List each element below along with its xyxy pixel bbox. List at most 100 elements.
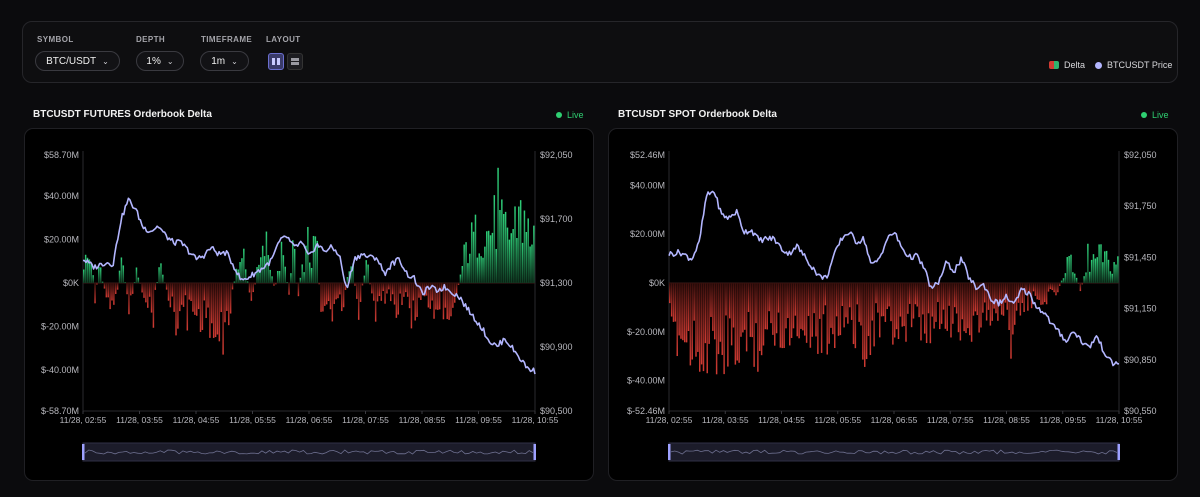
- timeframe-select[interactable]: 1m ⌄: [200, 51, 249, 71]
- delta-bar-negative: [412, 283, 415, 301]
- y-left-tick-label: $20.00M: [44, 234, 79, 244]
- delta-bar-negative: [940, 283, 943, 324]
- delta-bar-negative: [860, 283, 862, 326]
- y-left-tick-label: $0K: [63, 278, 79, 288]
- delta-bar-positive: [309, 262, 311, 283]
- x-tick-label: 11/28, 07:55: [342, 415, 389, 425]
- delta-bar-negative: [963, 283, 965, 332]
- delta-bar-positive: [516, 238, 518, 283]
- delta-bar-negative: [974, 283, 977, 312]
- delta-bar-negative: [435, 283, 437, 310]
- live-dot-icon: [556, 112, 562, 118]
- delta-bar-negative: [886, 283, 888, 310]
- legend-delta: Delta: [1049, 60, 1085, 70]
- delta-bar-negative: [115, 283, 117, 294]
- delta-bar-negative: [403, 283, 405, 297]
- delta-bar-negative: [903, 283, 905, 327]
- delta-bar-negative: [380, 283, 383, 301]
- delta-bar-positive: [1096, 257, 1098, 283]
- delta-bar-negative: [802, 283, 804, 331]
- delta-bar-negative: [126, 283, 128, 295]
- delta-bar-negative: [1025, 283, 1027, 293]
- delta-bar-negative: [952, 283, 954, 324]
- delta-bar-negative: [961, 283, 963, 320]
- y-left-tick-label: $-40.00M: [627, 376, 665, 386]
- delta-bar-negative: [1079, 283, 1082, 292]
- delta-bar-negative: [685, 283, 688, 343]
- delta-bar-negative: [792, 283, 795, 329]
- delta-bar-positive: [1090, 259, 1093, 283]
- delta-bar-positive: [235, 268, 238, 283]
- delta-bar-negative: [393, 283, 396, 305]
- x-tick-label: 11/28, 10:55: [1096, 415, 1143, 425]
- delta-bar-negative: [182, 283, 185, 307]
- delta-bar-positive: [1060, 280, 1063, 283]
- delta-bar-negative: [1042, 283, 1044, 305]
- delta-bar-negative: [322, 283, 324, 312]
- delta-bar-negative: [339, 283, 341, 295]
- delta-bar-negative: [858, 283, 860, 322]
- delta-bar-positive: [501, 199, 503, 283]
- symbol-select[interactable]: BTC/USDT ⌄: [35, 51, 120, 71]
- delta-bar-positive: [506, 227, 509, 283]
- symbol-label: SYMBOL: [37, 35, 74, 44]
- delta-bar-negative: [695, 283, 697, 357]
- delta-bar-negative: [730, 283, 733, 346]
- delta-bar-positive: [489, 235, 492, 283]
- delta-bar-negative: [388, 283, 390, 290]
- delta-bar-positive: [282, 255, 285, 283]
- delta-bar-positive: [276, 271, 279, 283]
- spot-chart[interactable]: $52.46M $40.00M $20.00M $0K $-20.00M $-40.00M…: [608, 128, 1178, 481]
- delta-bar-negative: [1040, 283, 1042, 305]
- delta-bar-negative: [985, 283, 988, 321]
- delta-bar-positive: [1105, 250, 1108, 283]
- delta-bar-negative: [927, 283, 930, 314]
- delta-bar-positive: [1064, 273, 1067, 283]
- delta-bar-negative: [386, 283, 388, 294]
- delta-bar-negative: [764, 283, 767, 330]
- layout-stacked-button[interactable]: [287, 53, 303, 70]
- delta-bar-negative: [702, 283, 705, 372]
- delta-bar-negative: [1047, 283, 1050, 292]
- futures-chart[interactable]: $58.70M $40.00M $20.00M $0K $-20.00M $-40.00M…: [24, 128, 594, 481]
- futures-chart-svg[interactable]: $58.70M $40.00M $20.00M $0K $-20.00M $-40.00M…: [25, 129, 593, 480]
- delta-bar-negative: [770, 283, 772, 324]
- delta-bar-negative: [775, 283, 778, 334]
- x-tick-label: 11/28, 06:55: [286, 415, 333, 425]
- delta-bar-negative: [275, 283, 277, 285]
- delta-bar-negative: [783, 283, 785, 348]
- delta-bar-positive: [495, 248, 497, 283]
- spot-chart-svg[interactable]: $52.46M $40.00M $20.00M $0K $-20.00M $-40.00M…: [609, 129, 1177, 480]
- delta-bar-positive: [269, 269, 271, 283]
- x-tick-label: 11/28, 02:55: [646, 415, 693, 425]
- delta-bar-negative: [194, 283, 196, 315]
- delta-bar-positive: [314, 236, 317, 283]
- delta-bar-positive: [278, 271, 281, 283]
- delta-bar-positive: [133, 282, 136, 283]
- delta-bar-negative: [895, 283, 898, 330]
- delta-bar-positive: [90, 263, 93, 283]
- layout-side-by-side-button[interactable]: [268, 53, 284, 70]
- delta-bar-negative: [670, 283, 673, 317]
- depth-select[interactable]: 1% ⌄: [136, 51, 184, 71]
- delta-bar-positive: [1089, 271, 1091, 283]
- delta-bar-positive: [470, 222, 473, 283]
- spot-chart-title: BTCUSDT SPOT Orderbook Delta: [618, 109, 777, 120]
- delta-bar-negative: [719, 283, 722, 342]
- delta-bar-negative: [222, 283, 224, 355]
- y-left-tick-label: $0K: [649, 278, 665, 288]
- delta-bar-negative: [989, 283, 992, 326]
- delta-bar-negative: [197, 283, 200, 310]
- delta-bar-negative: [446, 283, 448, 320]
- delta-bar-positive: [493, 195, 496, 283]
- delta-bar-negative: [401, 283, 403, 305]
- y-left-tick-label: $-20.00M: [627, 327, 665, 337]
- delta-bar-positive: [303, 272, 305, 283]
- delta-bar-negative: [145, 283, 147, 303]
- legend-delta-label: Delta: [1064, 60, 1086, 70]
- delta-bar-negative: [1017, 283, 1020, 303]
- delta-bar-positive: [160, 263, 162, 283]
- delta-bar-positive: [487, 230, 490, 283]
- rows-icon: [291, 58, 299, 65]
- delta-bar-negative: [899, 283, 902, 317]
